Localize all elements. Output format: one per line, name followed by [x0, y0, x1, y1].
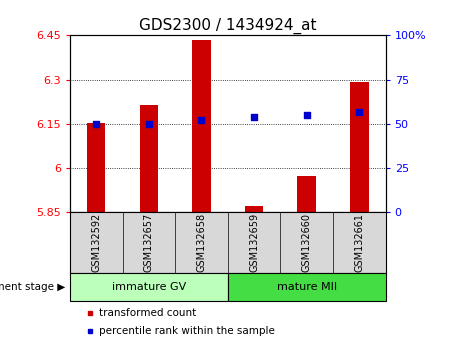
Text: transformed count: transformed count [99, 308, 196, 318]
Text: mature MII: mature MII [276, 282, 337, 292]
Point [250, 114, 258, 120]
Point [303, 112, 310, 118]
Bar [140, 105, 158, 212]
Title: GDS2300 / 1434924_at: GDS2300 / 1434924_at [139, 18, 317, 34]
Text: GSM132658: GSM132658 [197, 213, 207, 272]
Point [198, 118, 205, 123]
Point [92, 121, 100, 127]
Bar [87, 123, 106, 212]
Text: percentile rank within the sample: percentile rank within the sample [99, 326, 275, 336]
Text: development stage ▶: development stage ▶ [0, 282, 65, 292]
Text: GSM132659: GSM132659 [249, 213, 259, 272]
Text: GSM132657: GSM132657 [144, 213, 154, 272]
Bar [350, 82, 368, 212]
Bar [70, 273, 228, 301]
Point [356, 109, 363, 114]
Bar [245, 206, 263, 212]
Text: GSM132592: GSM132592 [91, 213, 101, 272]
Text: GSM132661: GSM132661 [354, 213, 364, 272]
Point [145, 121, 152, 127]
Text: GSM132660: GSM132660 [302, 213, 312, 272]
Bar [192, 40, 211, 212]
Text: immature GV: immature GV [112, 282, 186, 292]
Bar [298, 176, 316, 212]
Bar [228, 273, 386, 301]
